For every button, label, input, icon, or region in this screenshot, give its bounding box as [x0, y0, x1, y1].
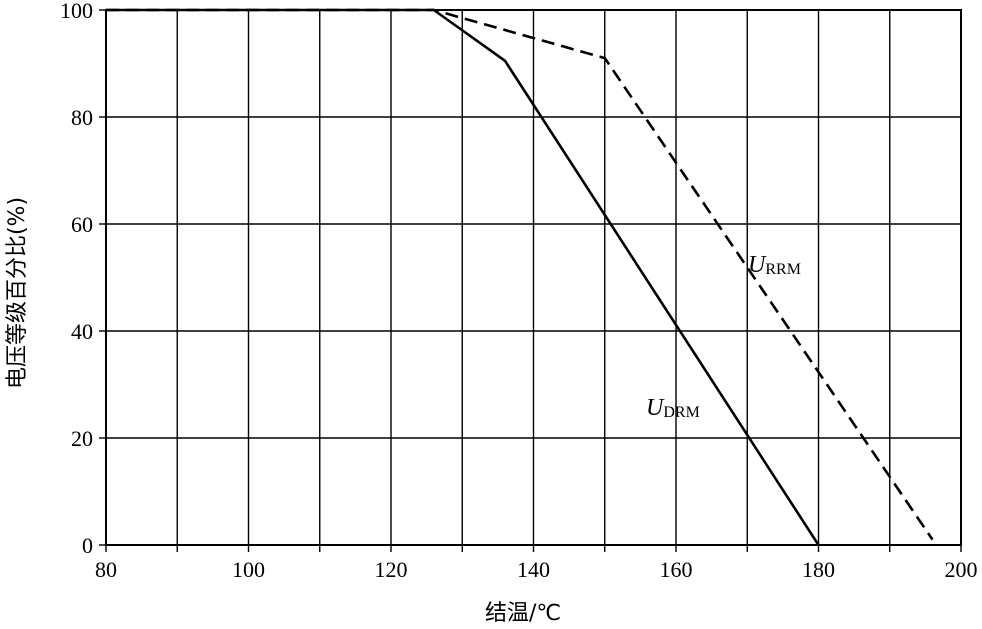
y-tick-label-0: 0 [82, 533, 93, 558]
x-tick-label-140: 140 [517, 557, 550, 582]
series-label-rrm: URRM [748, 252, 801, 278]
x-axis-title: 结温/℃ [485, 601, 561, 626]
x-tick-label-180: 180 [802, 557, 835, 582]
series-label-rrm-main: U [748, 252, 767, 278]
series-line-rrm [106, 8, 934, 541]
series-group [106, 8, 934, 546]
y-tick-label-100: 100 [60, 0, 93, 23]
y-axis-title: 电压等级百分比(%) [5, 197, 30, 389]
x-tick-label-100: 100 [232, 557, 265, 582]
x-tick-label-200: 200 [945, 557, 978, 582]
x-tick-label-80: 80 [95, 557, 117, 582]
series-label-drm-main: U [646, 395, 665, 421]
y-tick-label-40: 40 [71, 319, 93, 344]
plot-frame [105, 9, 962, 546]
tick-labels: 80 100 120 140 160 180 200 0 20 40 60 80 100 [60, 0, 978, 582]
y-tick-label-80: 80 [71, 105, 93, 130]
series-label-drm: UDRM [646, 395, 700, 421]
y-tick-label-20: 20 [71, 426, 93, 451]
x-tick-label-160: 160 [660, 557, 693, 582]
axis-ticks [99, 9, 962, 552]
grid [106, 10, 961, 545]
y-tick-label-60: 60 [71, 212, 93, 237]
x-tick-label-120: 120 [375, 557, 408, 582]
series-label-drm-sub: DRM [663, 404, 699, 421]
series-label-rrm-sub: RRM [765, 261, 801, 278]
